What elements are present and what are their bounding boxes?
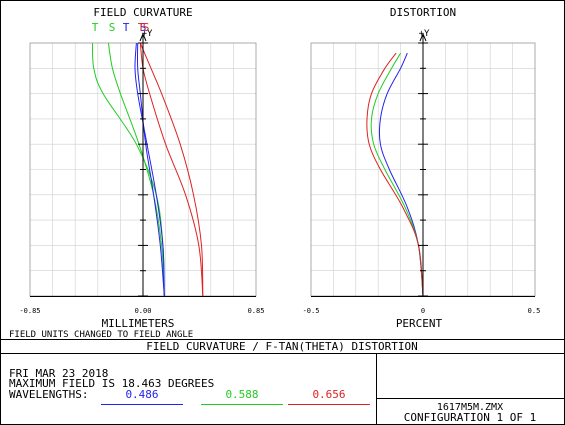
distortion-axis-arrow	[419, 32, 427, 42]
field-curvature-series-5	[139, 42, 204, 297]
legend-entry: T	[123, 21, 130, 34]
wavelength-value: 0.656	[312, 388, 345, 401]
field-curvature-tick-right: 0.85	[248, 307, 265, 315]
configuration-label: CONFIGURATION 1 OF 1	[404, 411, 536, 424]
legend-entry: S	[143, 21, 150, 34]
distortion-series-1	[378, 52, 424, 297]
field-curvature-x-label: MILLIMETERS	[102, 317, 175, 330]
field-curvature-axis	[30, 32, 256, 297]
distortion-series-2	[370, 52, 424, 297]
distortion-tick-center: 0	[421, 307, 425, 315]
file-name: 1617M5M.ZMX	[437, 402, 503, 413]
legend-entry: S	[109, 21, 116, 34]
distortion-chart: DISTORTION +Y -0.5 0 0.5 PERCENT	[303, 6, 541, 330]
legend-entry: S	[140, 21, 147, 34]
field-curvature-axis-arrow	[139, 32, 147, 42]
plot-date: FRI MAR 23 2018	[9, 367, 108, 380]
field-curvature-y-axis-label: +Y	[142, 29, 153, 39]
wavelength-value: 0.588	[225, 388, 258, 401]
info-block: FIELD CURVATURE / F-TAN(THETA) DISTORTIO…	[0, 339, 565, 425]
wavelength-value: 0.486	[125, 388, 158, 401]
wavelengths-label: WAVELENGTHS:	[9, 388, 88, 401]
field-curvature-legend: T S T STS	[92, 21, 150, 34]
wavelength-list: 0.486 0.588 0.656	[101, 388, 370, 405]
distortion-tick-left: -0.5	[303, 307, 320, 315]
distortion-tick-right: 0.5	[528, 307, 541, 315]
distortion-y-axis-label: +Y	[419, 29, 430, 39]
field-units-note: FIELD UNITS CHANGED TO FIELD ANGLE	[9, 330, 193, 340]
field-curvature-title: FIELD CURVATURE	[93, 6, 192, 19]
distortion-title: DISTORTION	[390, 6, 456, 19]
field-curvature-tick-center: 0.00	[135, 307, 152, 315]
legend-entry: T	[92, 21, 99, 34]
legend-entry: T	[138, 21, 145, 34]
distortion-axis	[311, 32, 535, 297]
distortion-x-label: PERCENT	[396, 317, 443, 330]
distortion-series-3	[366, 52, 424, 297]
field-curvature-tick-left: -0.85	[19, 307, 40, 315]
maximum-field: MAXIMUM FIELD IS 18.463 DEGREES	[9, 377, 214, 390]
plot-banner: FIELD CURVATURE / F-TAN(THETA) DISTORTIO…	[146, 340, 418, 353]
distortion-curves	[366, 52, 424, 297]
field-curvature-chart: FIELD CURVATURE T S T STS +Y -0.85 0.00 0.8…	[9, 6, 264, 340]
